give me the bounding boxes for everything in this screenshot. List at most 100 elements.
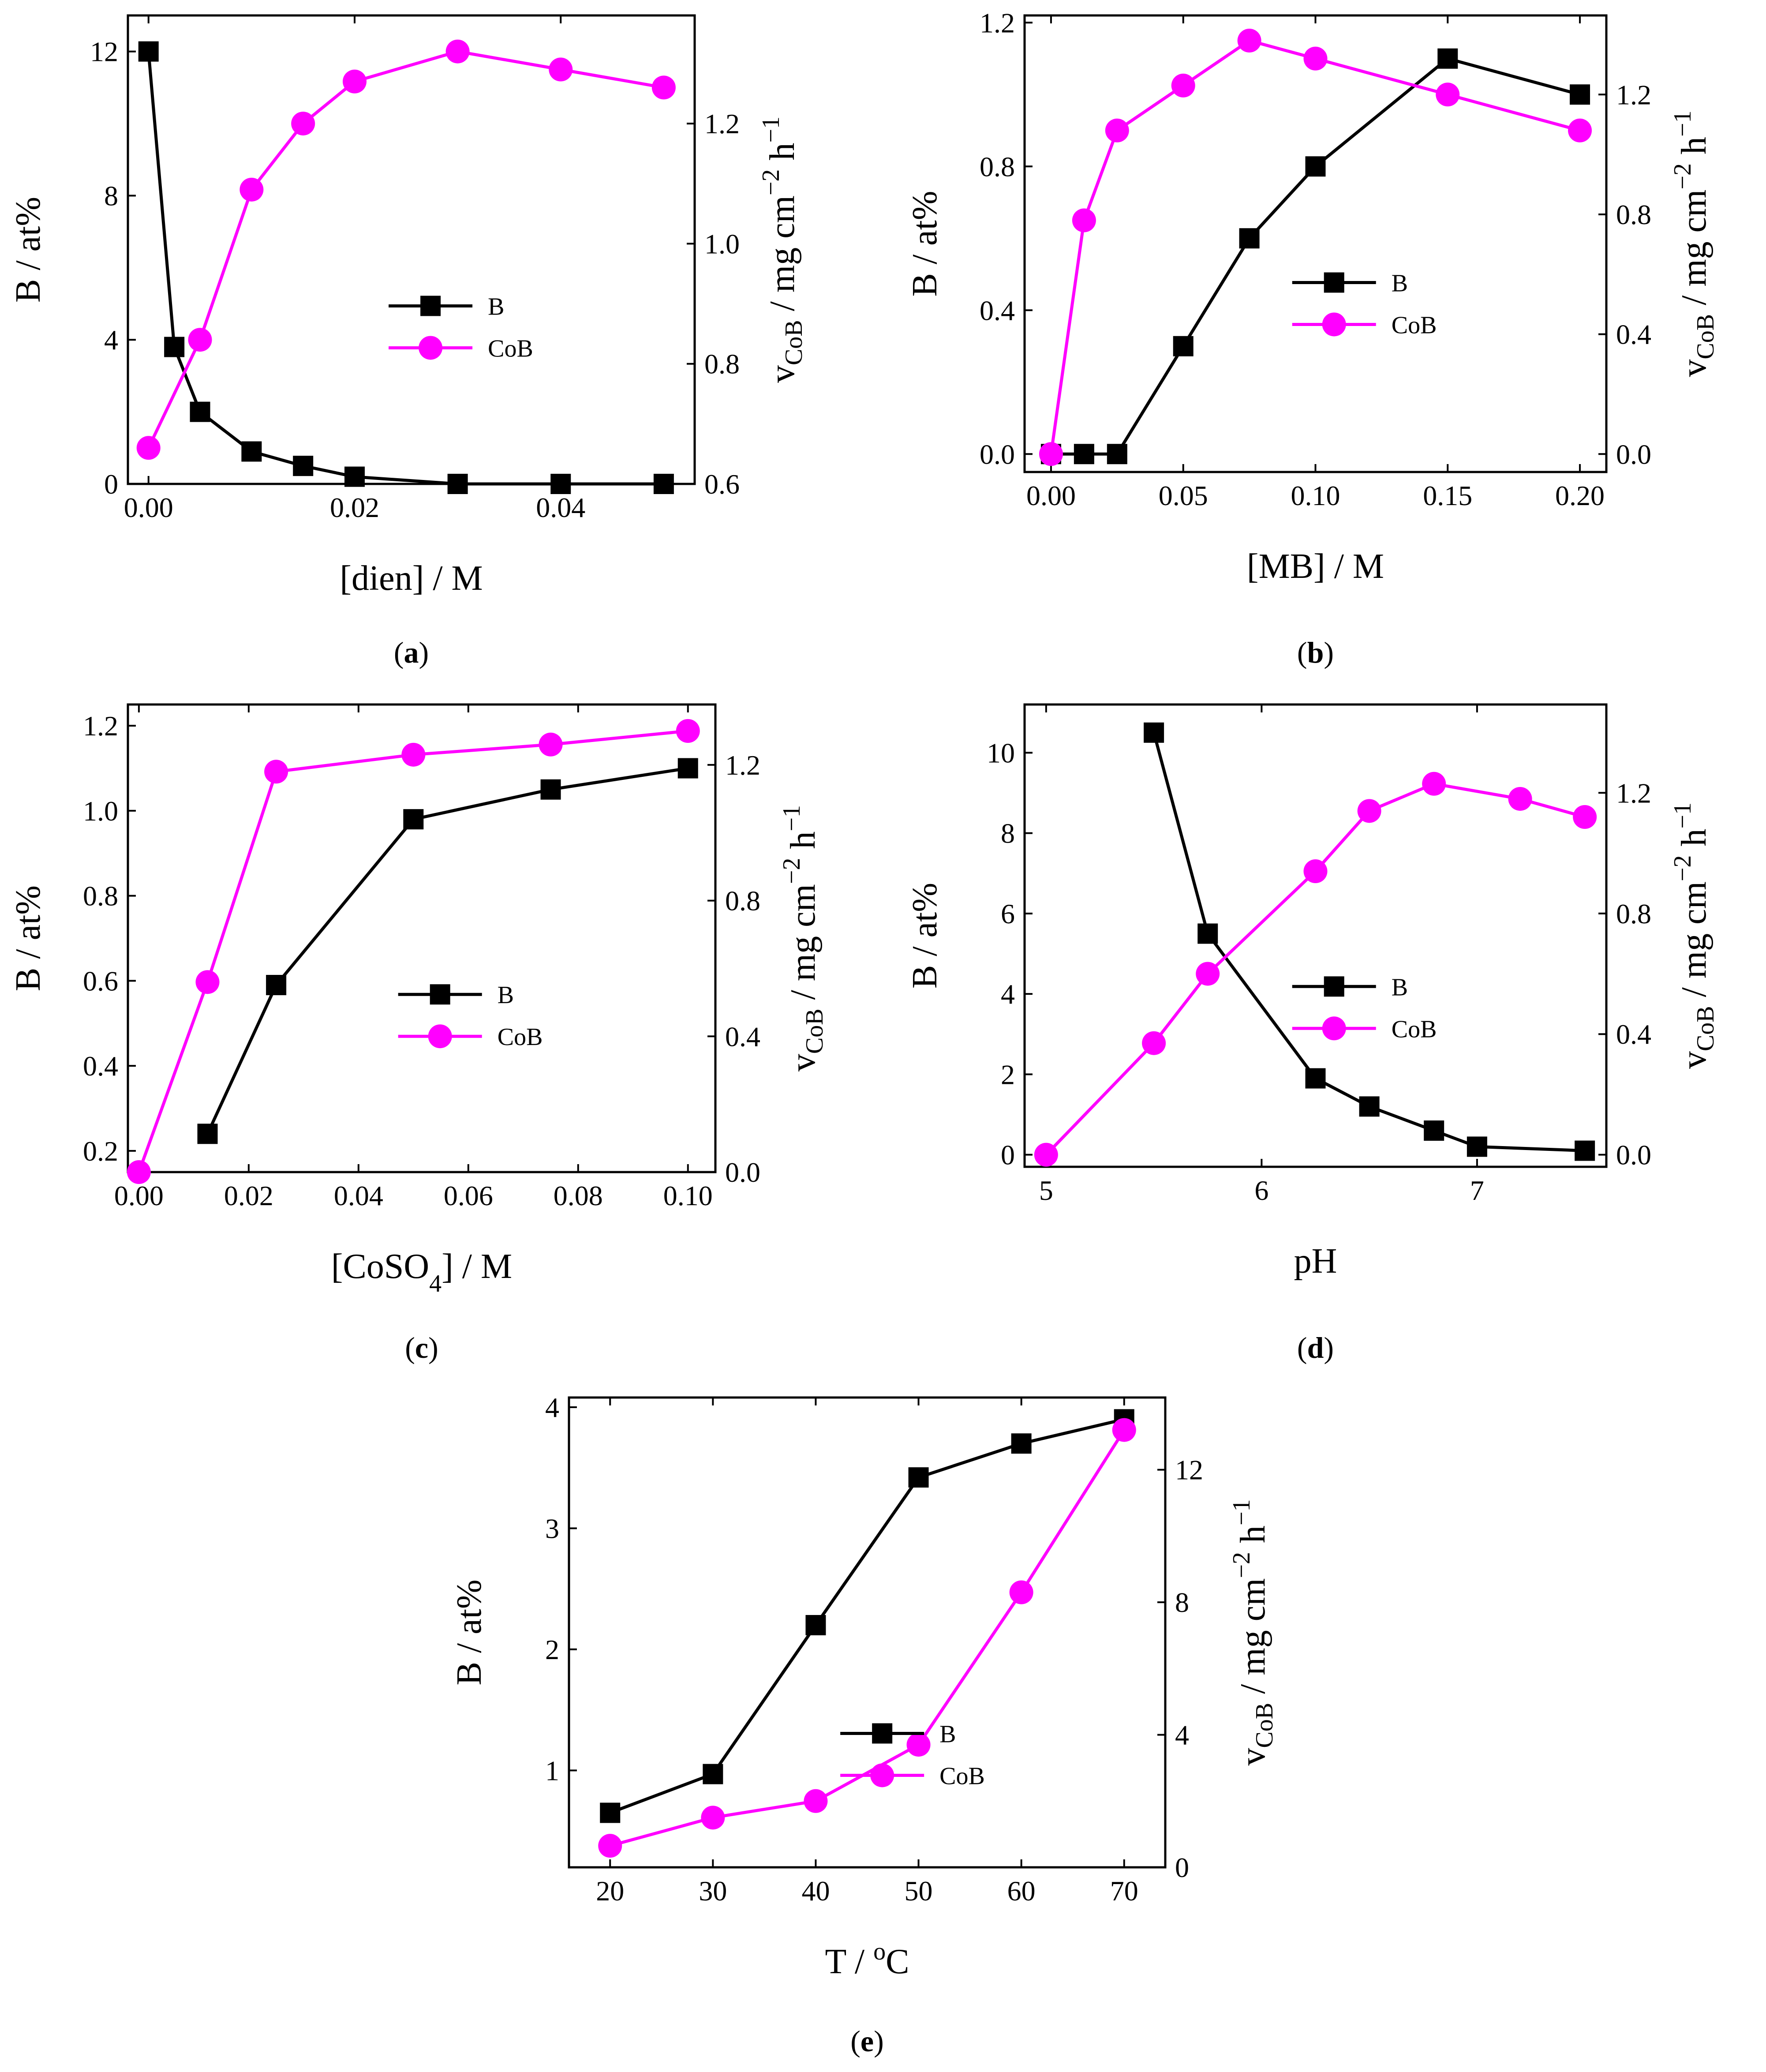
y-left-tick-label: 0.2 bbox=[83, 1135, 118, 1167]
data-point-B bbox=[1305, 1068, 1326, 1089]
data-point-CoB bbox=[445, 39, 470, 64]
data-point-CoB bbox=[1568, 118, 1592, 142]
plot-frame bbox=[127, 703, 717, 1173]
y-left-axis-label: B / at% bbox=[9, 885, 48, 991]
y-right-tick-label: 0.8 bbox=[1616, 199, 1651, 230]
data-point-CoB bbox=[1171, 73, 1195, 97]
y-left-tick-label: 4 bbox=[545, 1392, 559, 1423]
x-tick-label: 0.00 bbox=[114, 1180, 164, 1211]
plot-frame bbox=[568, 1396, 1167, 1869]
y-right-tick-label: 1.2 bbox=[704, 108, 740, 139]
data-point-CoB bbox=[195, 970, 220, 994]
legend-marker-CoB bbox=[870, 1763, 894, 1787]
data-point-B bbox=[1197, 923, 1218, 944]
series-line-CoB bbox=[610, 1429, 1126, 1847]
x-tick-label: 0.06 bbox=[444, 1180, 493, 1211]
legend-marker-B bbox=[1324, 272, 1344, 293]
y-right-tick-label: 0.8 bbox=[725, 885, 760, 917]
y-left-tick-label: 1.2 bbox=[980, 7, 1015, 38]
data-point-CoB bbox=[1112, 1418, 1136, 1442]
data-point-CoB bbox=[1573, 805, 1597, 829]
data-point-B bbox=[293, 456, 314, 476]
data-point-CoB bbox=[539, 732, 563, 757]
data-point-B bbox=[540, 779, 561, 800]
data-point-CoB bbox=[1303, 46, 1328, 71]
data-point-B bbox=[600, 1802, 621, 1823]
data-point-CoB bbox=[1009, 1580, 1033, 1604]
data-point-B bbox=[403, 809, 424, 830]
data-point-CoB bbox=[1142, 1031, 1166, 1055]
y-right-tick-label: 1.2 bbox=[1616, 79, 1651, 110]
y-right-tick-label: 0.6 bbox=[704, 468, 740, 500]
data-point-B bbox=[1467, 1136, 1487, 1157]
data-point-B bbox=[190, 401, 210, 422]
legend: B CoB bbox=[1292, 270, 1437, 339]
data-point-B bbox=[677, 758, 698, 779]
y-right-tick-label: 4 bbox=[1175, 1720, 1189, 1751]
x-tick-label: 30 bbox=[699, 1875, 727, 1907]
data-point-B bbox=[1359, 1096, 1380, 1117]
x-tick-label: 0.04 bbox=[536, 492, 585, 523]
series-line-CoB bbox=[137, 729, 688, 1173]
y-right-tick-label: 0.4 bbox=[1616, 1019, 1651, 1050]
legend: B CoB bbox=[1292, 974, 1437, 1043]
y-right-tick-label: 0.8 bbox=[1616, 898, 1651, 929]
x-axis-label: [dien] / M bbox=[340, 559, 483, 598]
y-left-tick-label: 1.0 bbox=[83, 795, 118, 827]
data-point-B bbox=[1074, 444, 1094, 465]
y-left-tick-label: 1.2 bbox=[83, 710, 118, 742]
data-point-B bbox=[1575, 1140, 1595, 1161]
data-point-CoB bbox=[906, 1733, 931, 1757]
data-point-CoB bbox=[1034, 1143, 1058, 1167]
y-left-tick-label: 8 bbox=[1001, 818, 1015, 849]
y-left-tick-label: 0 bbox=[104, 468, 118, 500]
data-point-CoB bbox=[1422, 772, 1446, 796]
data-point-CoB bbox=[651, 75, 676, 100]
x-axis-label: pH bbox=[1294, 1242, 1337, 1281]
data-point-CoB bbox=[343, 69, 367, 94]
legend-label-CoB: CoB bbox=[1392, 1015, 1437, 1043]
data-point-B bbox=[1437, 48, 1458, 69]
x-axis-label: [MB] / M bbox=[1247, 547, 1384, 586]
y-right-axis-label: vCoB / mg cm−2 h−1 bbox=[1669, 802, 1719, 1069]
data-point-CoB bbox=[291, 112, 315, 136]
legend-label-B: B bbox=[488, 293, 504, 320]
series-line-CoB bbox=[1049, 39, 1580, 454]
legend-marker-B bbox=[430, 984, 450, 1005]
x-axis-label: T / oC bbox=[825, 1938, 909, 1981]
y-right-axis-label: vCoB / mg cm−2 h−1 bbox=[1228, 1499, 1278, 1765]
panel-label: (c) bbox=[405, 1331, 438, 1364]
x-tick-label: 0.10 bbox=[663, 1180, 713, 1211]
panel-label: (b) bbox=[1297, 636, 1334, 669]
legend-marker-B bbox=[1324, 976, 1344, 997]
legend-label-B: B bbox=[1392, 974, 1408, 1001]
x-tick-label: 0.02 bbox=[224, 1180, 273, 1211]
y-right-tick-label: 0.4 bbox=[725, 1021, 760, 1052]
legend-label-CoB: CoB bbox=[1392, 311, 1437, 339]
legend-marker-CoB bbox=[1322, 1016, 1346, 1041]
series-line-B bbox=[206, 767, 688, 1135]
y-left-axis-label: B / at% bbox=[905, 883, 944, 989]
data-point-B bbox=[1011, 1433, 1032, 1454]
y-left-tick-label: 4 bbox=[104, 324, 118, 356]
legend: B CoB bbox=[389, 293, 533, 362]
panel-label: (a) bbox=[394, 636, 429, 669]
data-point-CoB bbox=[1196, 962, 1220, 986]
data-point-B bbox=[1424, 1120, 1444, 1141]
panel-d: 5 6 7 0 2 4 6 8 10 0.0 0.4 0.8 1.2 pH B / at% vCoB / mg… bbox=[905, 703, 1719, 1364]
x-tick-label: 70 bbox=[1110, 1875, 1138, 1907]
x-tick-label: 0.08 bbox=[554, 1180, 603, 1211]
data-point-B bbox=[138, 41, 159, 62]
data-point-B bbox=[1570, 84, 1590, 105]
data-point-B bbox=[1144, 722, 1164, 743]
legend-marker-CoB bbox=[419, 336, 443, 360]
data-point-CoB bbox=[264, 760, 288, 784]
data-point-B bbox=[1173, 336, 1194, 356]
panel-label: (e) bbox=[850, 2024, 884, 2058]
y-left-tick-label: 2 bbox=[545, 1634, 559, 1665]
legend-label-CoB: CoB bbox=[498, 1023, 543, 1051]
legend: B CoB bbox=[398, 982, 543, 1051]
data-point-CoB bbox=[676, 719, 700, 743]
